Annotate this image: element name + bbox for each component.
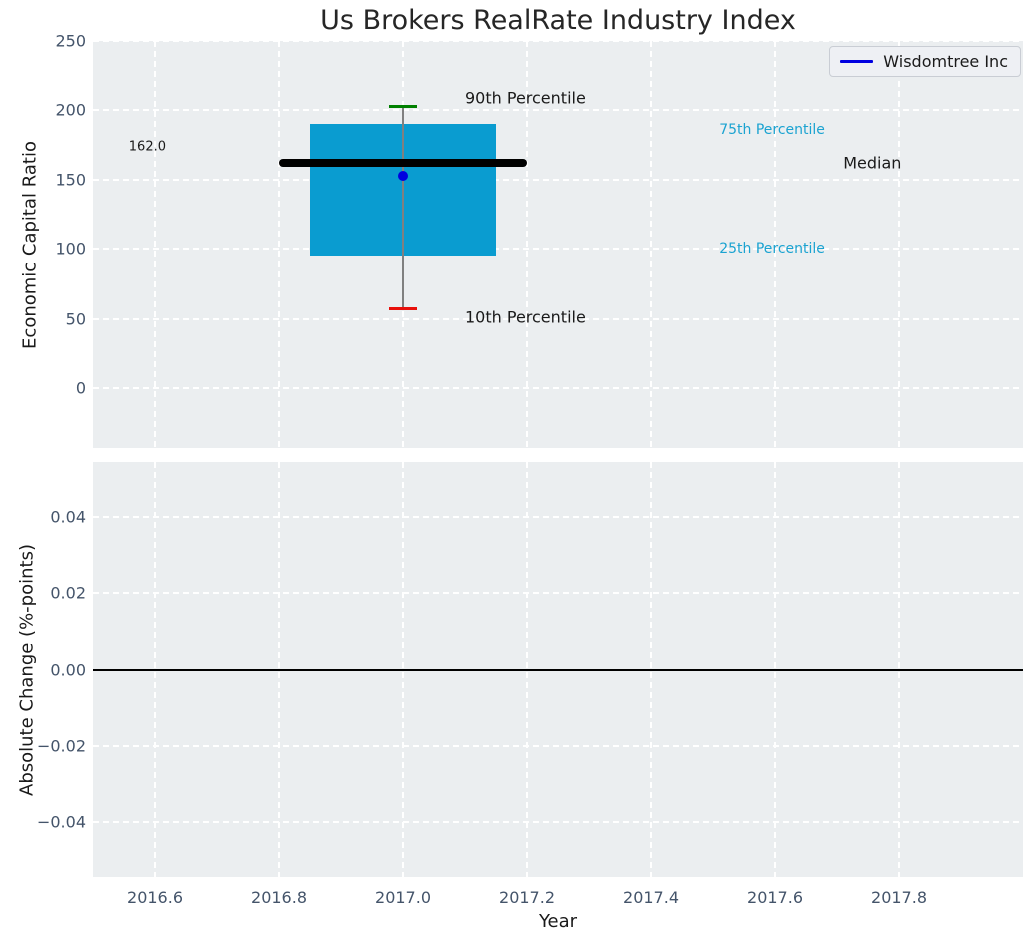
gridline [93,821,1023,823]
whisker-line [402,106,403,308]
gridline [650,41,652,448]
x-tick-label: 2017.2 [499,888,555,907]
y-tick-label: 50 [0,309,86,328]
annotation-median: Median [843,154,901,173]
y-tick-label: 250 [0,32,86,51]
y-tick-label: 0 [0,379,86,398]
annotation-162-0: 162.0 [129,139,166,154]
gridline [93,516,1023,518]
gridline [93,745,1023,747]
annotation-25th-percentile: 25th Percentile [719,241,825,257]
median-line [279,159,527,167]
gridline [93,248,1023,250]
zero-line [93,669,1023,671]
figure: Us Brokers RealRate Industry Index Econo… [0,0,1034,942]
y-tick-label: 100 [0,240,86,259]
x-tick-label: 2016.8 [251,888,307,907]
gridline [93,387,1023,389]
y-tick-label: 200 [0,101,86,120]
x-tick-label: 2017.4 [623,888,679,907]
x-tick-label: 2016.6 [127,888,183,907]
annotation-90th-percentile: 90th Percentile [465,88,586,107]
legend-label: Wisdomtree Inc [883,52,1008,71]
y-tick-label: 0.00 [0,660,86,679]
gridline [154,41,156,448]
x-tick-label: 2017.6 [747,888,803,907]
y-tick-label: 0.02 [0,584,86,603]
legend-line-sample [840,60,873,63]
gridline [93,41,1023,42]
whisker-cap-10th [389,307,416,310]
chart-title: Us Brokers RealRate Industry Index [93,5,1023,36]
gridline [898,41,900,448]
whisker-cap-90th [389,105,416,108]
x-tick-label: 2017.0 [375,888,431,907]
legend: Wisdomtree Inc [829,46,1021,77]
y-tick-label: −0.04 [0,812,86,831]
gridline [278,41,280,448]
gridline [93,109,1023,111]
y-tick-label: −0.02 [0,736,86,755]
bottom-plot-area [93,462,1023,877]
annotation-10th-percentile: 10th Percentile [465,308,586,327]
gridline [93,179,1023,181]
x-axis-label: Year [93,911,1023,932]
x-tick-label: 2017.8 [871,888,927,907]
y-tick-label: 150 [0,170,86,189]
annotation-75th-percentile: 75th Percentile [719,122,825,138]
gridline [93,592,1023,594]
y-tick-label: 0.04 [0,508,86,527]
